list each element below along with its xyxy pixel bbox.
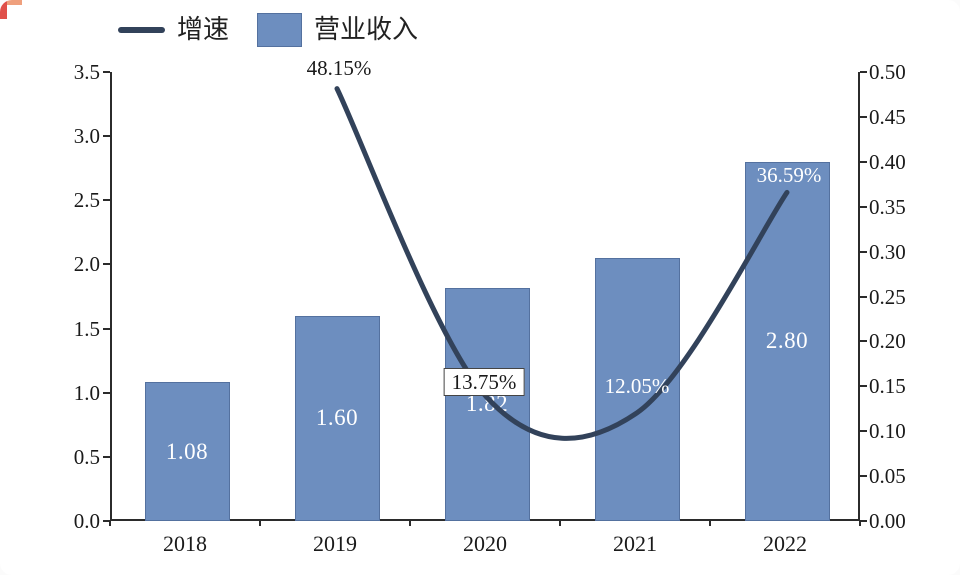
plot-area: 1.08 1.60 1.82 2.80 48.15% 13.75% 12.05% 36.59% bbox=[110, 56, 860, 521]
growth-point-label: 13.75% bbox=[443, 367, 525, 396]
legend-item-growth: 增速 bbox=[118, 12, 229, 48]
x-axis-tick bbox=[259, 521, 261, 526]
revenue-bar bbox=[594, 258, 680, 521]
x-axis-category-label: 2021 bbox=[613, 531, 657, 556]
revenue-bar bbox=[294, 315, 380, 521]
line-swatch-icon bbox=[118, 27, 165, 33]
bar-swatch-icon bbox=[257, 13, 303, 47]
y-axis-right-tick-label: 0.00 bbox=[869, 509, 906, 533]
y-axis-left-tick bbox=[103, 263, 110, 266]
growth-line-path bbox=[334, 86, 790, 441]
x-axis-tick bbox=[109, 521, 111, 526]
bar-value-label: 1.60 bbox=[315, 405, 359, 431]
y-axis-right-tick bbox=[860, 205, 867, 208]
y-axis-right-tick bbox=[860, 115, 867, 118]
legend-item-revenue: 营业收入 bbox=[257, 12, 418, 48]
y-axis-left-tick-label: 3.5 bbox=[73, 60, 100, 84]
corner-artifact bbox=[7, 0, 22, 5]
revenue-bar bbox=[444, 287, 530, 521]
growth-point-label: 12.05% bbox=[604, 373, 670, 398]
x-axis-tick bbox=[559, 521, 561, 526]
x-axis-tick bbox=[409, 521, 411, 526]
revenue-bar bbox=[744, 161, 830, 521]
y-axis-right-tick-label: 0.15 bbox=[869, 374, 906, 399]
y-axis-left-tick bbox=[103, 455, 110, 458]
growth-point-label: 48.15% bbox=[306, 55, 372, 80]
y-axis-right-tick bbox=[860, 385, 867, 388]
y-axis-right-tick bbox=[860, 430, 867, 433]
y-axis-right-tick bbox=[860, 71, 867, 73]
y-axis-right-tick bbox=[860, 475, 867, 478]
y-axis-left-tick bbox=[103, 71, 110, 73]
y-axis-left-tick-label: 0.0 bbox=[73, 509, 100, 533]
y-axis-left-tick bbox=[103, 135, 110, 138]
x-axis-tick bbox=[709, 521, 711, 526]
y-axis-left-tick-label: 2.5 bbox=[73, 188, 100, 213]
y-axis-right-tick bbox=[860, 160, 867, 163]
y-axis-right-tick-label: 0.35 bbox=[869, 194, 906, 219]
bar-value-label: 1.08 bbox=[165, 438, 209, 464]
y-axis-left-tick bbox=[103, 520, 110, 522]
y-axis-right-tick-label: 0.40 bbox=[869, 149, 906, 174]
y-axis-left-tick bbox=[103, 327, 110, 330]
y-axis-left-tick-label: 1.0 bbox=[73, 380, 100, 405]
x-axis-category-label: 2022 bbox=[763, 531, 807, 556]
x-axis-category-label: 2018 bbox=[163, 531, 207, 556]
y-axis-right-tick bbox=[860, 520, 867, 522]
y-axis-right-tick-label: 0.25 bbox=[869, 284, 906, 309]
x-axis-category-label: 2020 bbox=[463, 531, 507, 556]
y-axis-right-tick-label: 0.45 bbox=[869, 104, 906, 129]
growth-line-svg bbox=[334, 86, 790, 441]
y-axis-right-tick-label: 0.05 bbox=[869, 464, 906, 489]
legend-label-revenue: 营业收入 bbox=[314, 15, 419, 44]
y-axis-right-tick-label: 0.30 bbox=[869, 239, 906, 264]
x-axis-category-label: 2019 bbox=[313, 531, 357, 556]
y-axis-left-tick-label: 0.5 bbox=[73, 444, 100, 469]
growth-point-label: 36.59% bbox=[756, 163, 822, 188]
y-axis-left-tick-label: 3.0 bbox=[73, 124, 100, 149]
revenue-bar bbox=[144, 382, 230, 521]
y-axis-left-tick bbox=[103, 391, 110, 394]
bar-value-label: 2.80 bbox=[765, 328, 809, 354]
y-axis-left-tick-label: 2.0 bbox=[73, 252, 100, 277]
y-axis-right-tick-label: 0.50 bbox=[869, 60, 906, 84]
corner-artifact bbox=[0, 0, 7, 19]
x-axis-tick bbox=[859, 521, 861, 526]
y-axis-right-tick-label: 0.20 bbox=[869, 329, 906, 354]
y-axis-right-tick bbox=[860, 340, 867, 343]
y-axis-right-tick bbox=[860, 250, 867, 253]
legend-label-growth: 增速 bbox=[177, 15, 230, 44]
y-axis-right-tick-label: 0.10 bbox=[869, 419, 906, 444]
y-axis-right-tick bbox=[860, 295, 867, 298]
y-axis-left-tick bbox=[103, 199, 110, 202]
chart-legend: 增速 营业收入 bbox=[118, 12, 418, 48]
y-axis-left-tick-label: 1.5 bbox=[73, 316, 100, 341]
